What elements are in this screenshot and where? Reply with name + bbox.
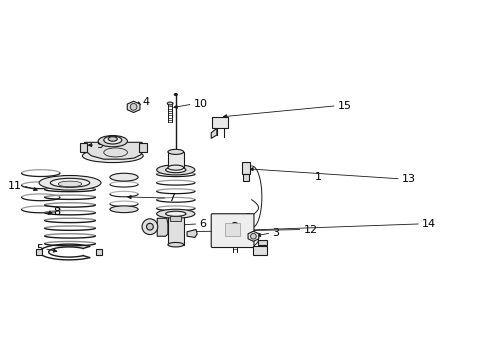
Text: 15: 15 (338, 101, 352, 111)
FancyBboxPatch shape (211, 214, 254, 248)
Bar (212, 117, 228, 128)
Text: 7: 7 (169, 193, 175, 203)
Ellipse shape (157, 209, 195, 218)
Ellipse shape (168, 102, 173, 105)
Bar (168, 214, 184, 245)
Text: 4: 4 (142, 97, 149, 107)
Text: 11: 11 (8, 181, 22, 191)
Ellipse shape (174, 94, 177, 95)
Ellipse shape (166, 167, 186, 173)
Bar (168, 152, 184, 168)
Ellipse shape (39, 175, 101, 190)
Ellipse shape (232, 222, 237, 225)
Ellipse shape (98, 136, 127, 147)
Ellipse shape (82, 149, 143, 163)
Bar (139, 143, 147, 152)
Text: 8: 8 (53, 207, 60, 216)
Text: 12: 12 (303, 225, 318, 234)
Ellipse shape (108, 137, 117, 141)
Polygon shape (187, 230, 197, 237)
Text: 10: 10 (194, 99, 208, 109)
Text: 5: 5 (36, 244, 43, 254)
Ellipse shape (168, 242, 184, 247)
Polygon shape (127, 101, 140, 112)
Ellipse shape (168, 149, 184, 154)
Bar (258, 240, 267, 245)
Polygon shape (85, 142, 143, 159)
Ellipse shape (110, 173, 138, 181)
Bar (170, 216, 181, 221)
Ellipse shape (104, 136, 122, 144)
Polygon shape (248, 231, 259, 241)
Text: 9: 9 (97, 140, 103, 150)
Bar (225, 223, 241, 236)
Polygon shape (211, 128, 217, 138)
Ellipse shape (166, 211, 186, 216)
Circle shape (142, 219, 158, 235)
Polygon shape (157, 218, 168, 236)
Text: 13: 13 (402, 174, 416, 184)
Bar (244, 174, 249, 181)
Text: 14: 14 (422, 219, 436, 229)
Circle shape (147, 223, 153, 230)
Bar (242, 162, 250, 174)
Ellipse shape (50, 178, 90, 187)
Text: 6: 6 (199, 219, 206, 229)
Bar (80, 143, 87, 152)
Text: 1: 1 (315, 172, 322, 182)
Ellipse shape (110, 206, 138, 213)
Ellipse shape (168, 165, 184, 170)
Text: 2: 2 (245, 213, 251, 223)
Ellipse shape (157, 165, 195, 175)
Bar (36, 249, 42, 255)
Ellipse shape (58, 181, 82, 187)
Circle shape (130, 103, 137, 110)
Circle shape (250, 233, 256, 239)
Text: 3: 3 (272, 228, 280, 238)
Bar (253, 246, 267, 255)
Bar (96, 249, 101, 255)
